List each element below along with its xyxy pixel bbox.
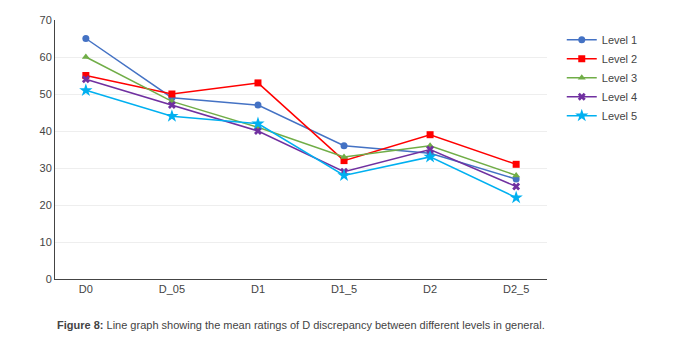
svg-text:D1_5: D1_5 <box>331 283 357 295</box>
svg-text:30: 30 <box>40 162 52 174</box>
svg-text:D0: D0 <box>79 283 93 295</box>
svg-text:60: 60 <box>40 51 52 63</box>
svg-text:Level 5: Level 5 <box>602 110 637 122</box>
svg-text:D_05: D_05 <box>159 283 185 295</box>
svg-text:40: 40 <box>40 125 52 137</box>
svg-text:D2_5: D2_5 <box>503 283 529 295</box>
svg-text:Figure 8: Line graph showing t: Figure 8: Line graph showing the mean ra… <box>57 319 545 331</box>
svg-text:10: 10 <box>40 236 52 248</box>
svg-text:0: 0 <box>46 273 52 285</box>
svg-text:Level 2: Level 2 <box>602 53 637 65</box>
svg-text:50: 50 <box>40 88 52 100</box>
svg-text:D2: D2 <box>423 283 437 295</box>
svg-text:20: 20 <box>40 199 52 211</box>
svg-text:Level 3: Level 3 <box>602 72 637 84</box>
svg-text:Level 4: Level 4 <box>602 91 637 103</box>
svg-text:70: 70 <box>40 14 52 26</box>
svg-text:Level 1: Level 1 <box>602 34 637 46</box>
svg-text:D1: D1 <box>251 283 265 295</box>
